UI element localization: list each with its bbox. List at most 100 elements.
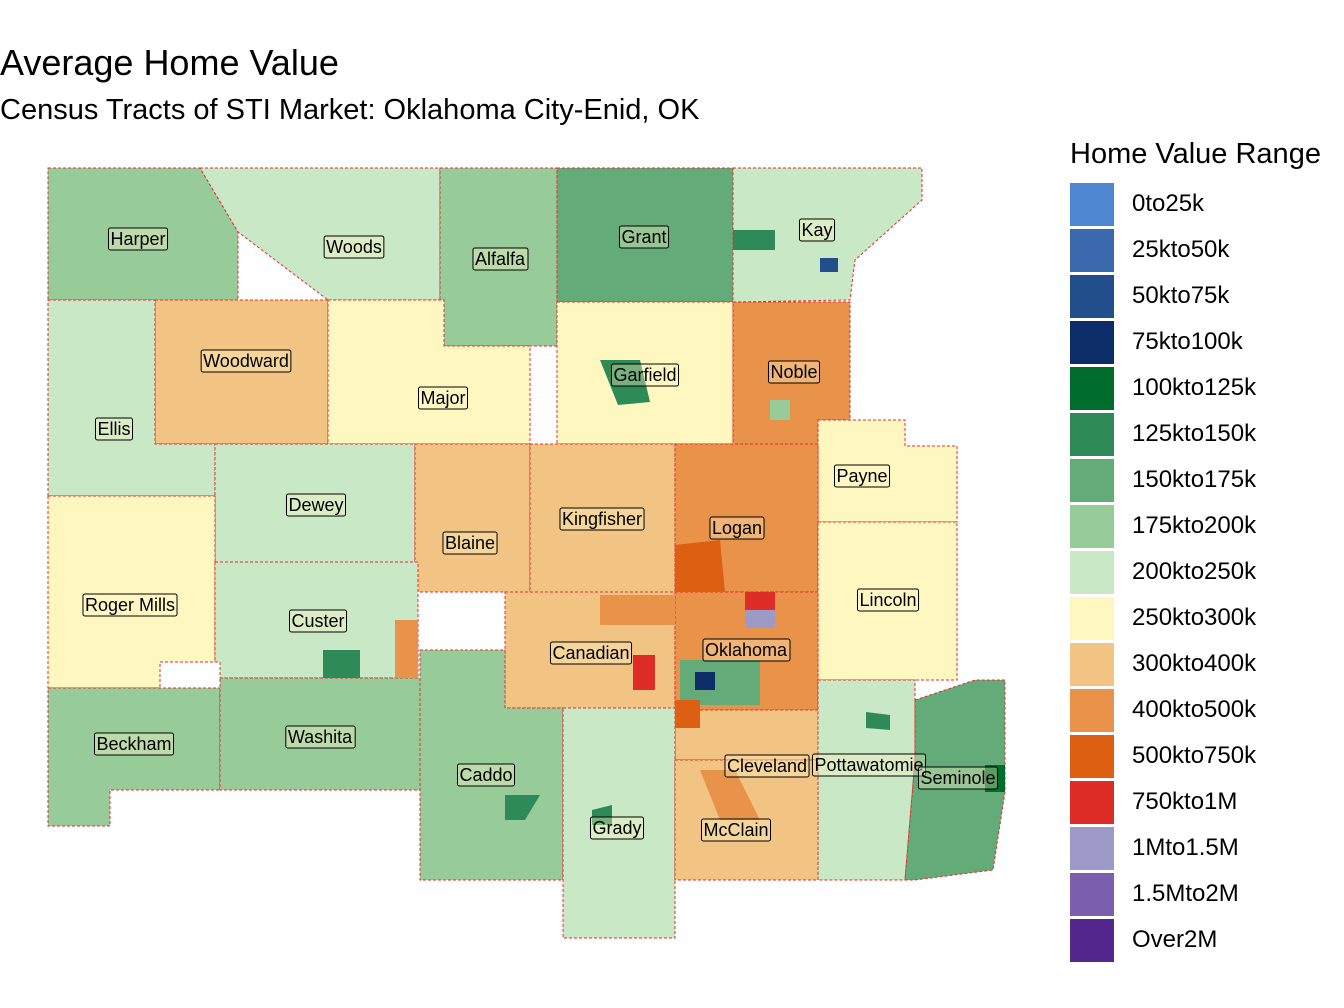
county-label-box (93, 732, 175, 756)
county-label-box (288, 609, 348, 633)
county-label: Pottawatomie (814, 755, 923, 775)
legend-label: 200kto250k (1132, 558, 1257, 585)
tract-patch (592, 805, 612, 825)
county-label: Payne (836, 466, 887, 486)
county-label: Noble (770, 362, 817, 382)
legend-label: 300kto400k (1132, 650, 1257, 677)
legend-swatch (1070, 229, 1114, 272)
choropleth-map: Harper Woods Alfalfa Grant Kay Woodward Major G… (47, 167, 1006, 939)
legend-label: 25kto50k (1132, 236, 1230, 263)
county-label-box (107, 227, 169, 251)
legend-swatch (1070, 183, 1114, 226)
legend-label: 1.5Mto2M (1132, 880, 1239, 907)
county-label: Blaine (445, 533, 495, 553)
legend-swatch (1070, 413, 1114, 456)
county-label: Woods (326, 237, 382, 257)
county-label: Caddo (459, 765, 512, 785)
county-label: Dewey (288, 495, 343, 515)
county-label-box (549, 641, 633, 665)
map-subtitle: Census Tracts of STI Market: Oklahoma Ci… (0, 94, 700, 126)
tract-patch (633, 655, 655, 690)
tract-patch (733, 230, 775, 250)
legend-label: 125kto150k (1132, 420, 1257, 447)
county-label: Grady (592, 818, 641, 838)
legend-swatch (1070, 827, 1114, 870)
legend-label: Over2M (1132, 926, 1218, 953)
county-label-box (285, 725, 356, 749)
county-label: Garfield (613, 365, 676, 385)
legend-swatch (1070, 689, 1114, 732)
county-pottawatomie (817, 679, 916, 881)
county-label: Major (420, 388, 465, 408)
county-beckham (47, 687, 221, 827)
county-label: Grant (621, 227, 666, 247)
county-label-box (833, 464, 891, 488)
legend-item: 750kto1M (1070, 781, 1344, 827)
legend-label: 150kto175k (1132, 466, 1257, 493)
legend-label: 0to25k (1132, 190, 1205, 217)
county-label: Custer (291, 611, 344, 631)
legend-title: Home Value Range (1070, 138, 1321, 170)
tract-patch (675, 540, 725, 592)
legend-item: 50kto75k (1070, 275, 1344, 321)
county-label-box (442, 531, 498, 555)
tract-patch (866, 712, 890, 730)
county-label-box (417, 386, 469, 410)
legend-label: 75kto100k (1132, 328, 1243, 355)
county-label: Lincoln (859, 590, 916, 610)
tract-patch (323, 650, 360, 678)
county-label: Woodward (203, 351, 289, 371)
legend-swatch (1070, 919, 1114, 962)
county-label-box (82, 593, 178, 617)
legend-item: 175kto200k (1070, 505, 1344, 551)
county-label: Oklahoma (705, 640, 788, 660)
legend-label: 175kto200k (1132, 512, 1257, 539)
legend-label: 50kto75k (1132, 282, 1230, 309)
legend: Home Value Range 0to25k 25kto50k 50kto75k 7… (1070, 138, 1344, 965)
legend-item: 300kto400k (1070, 643, 1344, 689)
county-label: Kay (801, 220, 832, 240)
tract-patch (600, 595, 675, 625)
tract-patch (745, 610, 775, 628)
legend-swatch (1070, 735, 1114, 778)
county-polygons (47, 167, 1006, 939)
county-label: Ellis (97, 419, 130, 439)
legend-item: 1Mto1.5M (1070, 827, 1344, 873)
county-label: Kingfisher (562, 509, 642, 529)
legend-label: 500kto750k (1132, 742, 1257, 769)
legend-item: Over2M (1070, 919, 1344, 965)
county-label: Roger Mills (85, 595, 175, 615)
county-label-box (618, 225, 670, 249)
county-label-box (323, 235, 385, 259)
legend-label: 400kto500k (1132, 696, 1257, 723)
legend-item: 100kto125k (1070, 367, 1344, 413)
legend-swatch (1070, 275, 1114, 318)
county-label-box (200, 349, 292, 373)
county-label-box (559, 507, 645, 531)
legend-item: 125kto150k (1070, 413, 1344, 459)
county-blaine (414, 443, 531, 593)
legend-label: 750kto1M (1132, 788, 1238, 815)
county-label-box (767, 360, 821, 384)
county-label-box (798, 218, 836, 242)
county-label: Alfalfa (475, 249, 526, 269)
tract-patch (675, 700, 700, 728)
legend-swatch (1070, 781, 1114, 824)
county-label-box (856, 588, 920, 612)
county-kay (732, 167, 923, 303)
county-labels: Harper Woods Alfalfa Grant Kay Woodward Major G… (82, 218, 999, 842)
county-label: Beckham (96, 734, 171, 754)
legend-swatch (1070, 597, 1114, 640)
county-label-box (94, 417, 134, 441)
legend-swatch (1070, 551, 1114, 594)
county-label: Harper (110, 229, 165, 249)
tract-patch (395, 620, 418, 678)
tract-patch (770, 400, 790, 420)
tract-patch (985, 765, 1005, 792)
county-label-box (811, 753, 927, 777)
tract-patch (505, 795, 540, 820)
legend-item: 150kto175k (1070, 459, 1344, 505)
legend-item: 400kto500k (1070, 689, 1344, 735)
legend-item: 250kto300k (1070, 597, 1344, 643)
county-label-box (917, 766, 999, 790)
